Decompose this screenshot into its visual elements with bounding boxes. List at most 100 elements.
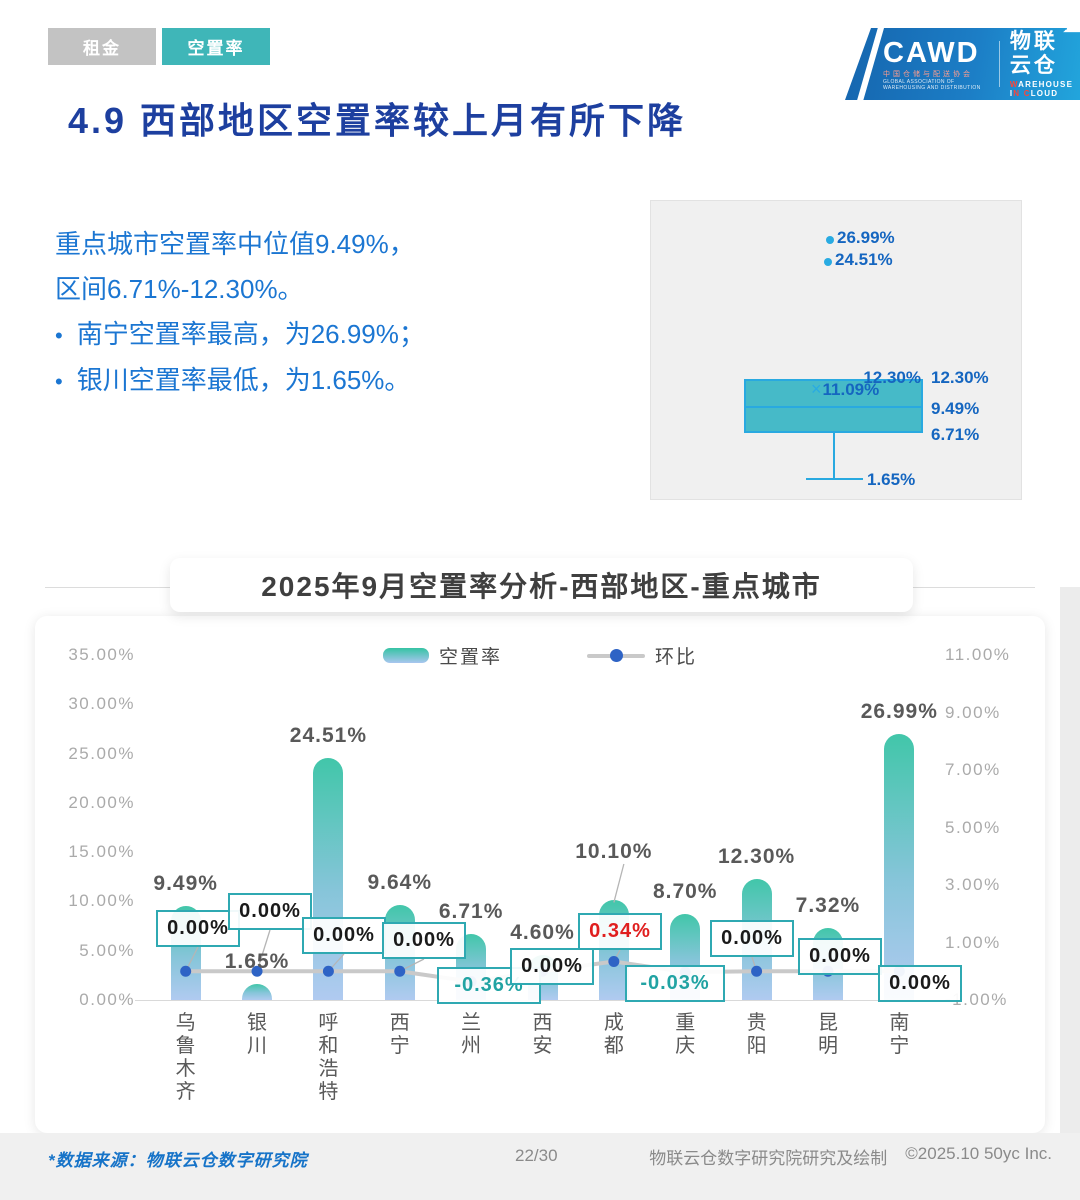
logo-brand-block: ☁ ↗ 物联云仓 WAREHOUSE IN CLOUD	[1009, 28, 1080, 98]
legend-label: 环比	[655, 647, 698, 668]
summary-bullet-1: • 南宁空置率最高，为26.99%；	[55, 319, 425, 349]
axis-tick-left: 25.00%	[68, 743, 135, 763]
right-margin-strip	[1060, 587, 1080, 1133]
bar-value-label: 4.60%	[510, 920, 575, 944]
min-label: 1.65%	[867, 470, 916, 489]
axis-tick-left: 35.00%	[68, 645, 135, 664]
city-label: 兰 州	[461, 1012, 482, 1057]
whisker-cap	[806, 478, 863, 480]
box-median-line	[744, 406, 923, 408]
tab-rent-label: 租金	[83, 39, 121, 58]
logo-org-text: CAWD	[883, 36, 980, 69]
box-mean-label: ×11.09%	[811, 379, 880, 399]
city-label: 乌 鲁 木 齐	[175, 1012, 196, 1103]
mom-callout: 0.00%	[382, 922, 466, 959]
mom-callout: 0.00%	[228, 893, 312, 930]
mom-callout: 0.34%	[578, 913, 662, 950]
axis-tick-left: 20.00%	[68, 792, 135, 812]
cloud-icon: ☁	[1062, 11, 1080, 38]
city-label: 贵 阳	[746, 1012, 767, 1057]
city-label: 重 庆	[675, 1012, 696, 1057]
mom-callout: 0.00%	[510, 948, 594, 985]
median-label: 9.49%	[931, 399, 980, 418]
axis-tick-left: 30.00%	[68, 694, 135, 714]
city-label: 呼 和 浩 特	[318, 1012, 339, 1103]
vacancy-bar	[242, 983, 273, 1000]
logo-banner: CAWD 中国仓储与配送协会 GLOBAL ASSOCIATION OF WAR…	[845, 28, 1080, 100]
footer-credit: 物联云仓数字研究院研究及绘制	[649, 1149, 888, 1168]
logo-org-block: CAWD 中国仓储与配送协会 GLOBAL ASSOCIATION OF WAR…	[883, 38, 987, 91]
bullet-icon: •	[55, 323, 63, 348]
bar-legend-swatch	[382, 648, 429, 663]
q3-label: 12.30%	[931, 368, 989, 387]
axis-tick-left: 10.00%	[68, 891, 135, 911]
mom-callout: 0.00%	[878, 965, 962, 1002]
tab-vacancy[interactable]: 空置率	[162, 28, 270, 65]
outlier-label: 26.99%	[837, 228, 895, 247]
outlier-label: 24.51%	[835, 250, 893, 269]
legend-item-vacancy: 空置率	[382, 642, 502, 669]
whisker-line	[833, 433, 835, 479]
vacancy-bar	[884, 733, 915, 1000]
bullet-icon: •	[55, 369, 63, 394]
footer-credit-block: 物联云仓数字研究院研究及绘制 ©2025.10 50yc Inc.	[649, 1144, 1052, 1169]
bar-chart-card: 空置率 环比 35.00% 30.00% 25.00% 20.00% 15.00% 10.…	[35, 616, 1045, 1133]
logo-org-subtitle-en: GLOBAL ASSOCIATION OF WAREHOUSING AND DI…	[883, 78, 981, 91]
axis-tick-right: 7.00%	[945, 760, 1001, 779]
outlier-dot	[826, 236, 834, 244]
mom-callout: 0.00%	[302, 917, 386, 954]
brand-name: 物联云仓	[1009, 30, 1058, 77]
footer-page-number: 22/30	[515, 1146, 558, 1165]
summary-line-1: 重点城市空置率中位值9.49%，	[55, 229, 415, 259]
legend-item-mom: 环比	[587, 642, 697, 669]
line-legend-swatch	[587, 648, 645, 662]
bar-value-label: 9.64%	[367, 870, 433, 894]
mean-marker-icon: ×	[811, 379, 822, 399]
bar-value-label: 9.49%	[153, 872, 218, 896]
mom-callout: 0.00%	[798, 938, 882, 975]
bar-value-label: 26.99%	[860, 699, 938, 723]
mom-callout: 0.00%	[156, 910, 240, 947]
summary-text: 重点城市空置率中位值9.49%， 区间6.71%-12.30%。 • 南宁空置率最…	[55, 222, 425, 404]
legend-label: 空置率	[438, 647, 502, 668]
axis-tick-left: 0.00%	[79, 990, 135, 1009]
boxplot-panel: 26.99% 24.51% ×11.09% 12.30% 12.30% 9.49…	[650, 200, 1022, 500]
logo-org-subtitle: 中国仓储与配送协会	[883, 70, 973, 78]
logo-slash-decoration	[854, 28, 886, 100]
bar-value-label: 7.32%	[795, 893, 861, 917]
summary-bullet-2: • 银川空置率最低，为1.65%。	[55, 365, 411, 395]
city-label: 银 川	[247, 1012, 268, 1057]
axis-tick-left: 5.00%	[79, 940, 135, 960]
bar-value-label: 6.71%	[438, 899, 504, 923]
bar-value-label: 24.51%	[289, 724, 368, 748]
page-title: 4.9 西部地区空置率较上月有所下降	[68, 100, 687, 141]
footer-copyright: ©2025.10 50yc Inc.	[905, 1144, 1052, 1163]
city-label: 南 宁	[889, 1012, 910, 1057]
brand-subtitle: WAREHOUSE IN CLOUD	[1009, 80, 1074, 98]
city-label: 西 安	[532, 1012, 553, 1057]
outlier-dot	[824, 258, 832, 266]
footer-band	[0, 1133, 1080, 1200]
tab-rent[interactable]: 租金	[48, 28, 156, 65]
axis-tick-right: 11.00%	[945, 645, 1011, 664]
axis-tick-right: 3.00%	[945, 875, 1001, 894]
line-legend-dot	[610, 648, 623, 662]
tab-vacancy-label: 空置率	[187, 39, 245, 58]
summary-line-2: 区间6.71%-12.30%。	[55, 274, 304, 304]
chart-legend: 空置率 环比	[35, 642, 1045, 669]
bar-value-label: 12.30%	[717, 844, 796, 868]
bar-value-label: 1.65%	[224, 949, 290, 973]
mom-callout: 0.00%	[710, 920, 794, 957]
city-label: 成 都	[603, 1012, 624, 1057]
axis-tick-right: 1.00%	[945, 932, 1001, 952]
mom-callout: -0.03%	[625, 965, 725, 1002]
axis-tick-left: 15.00%	[68, 842, 135, 862]
logo-divider	[999, 41, 1000, 87]
q1-label: 6.71%	[931, 425, 980, 444]
tab-bar: 租金 空置率	[48, 28, 270, 65]
footer-source: *数据来源：物联云仓数字研究院	[48, 1151, 308, 1170]
city-label: 西 宁	[389, 1012, 410, 1057]
city-label: 昆 明	[817, 1012, 838, 1057]
q3-label-inner: 12.30%	[863, 368, 921, 387]
